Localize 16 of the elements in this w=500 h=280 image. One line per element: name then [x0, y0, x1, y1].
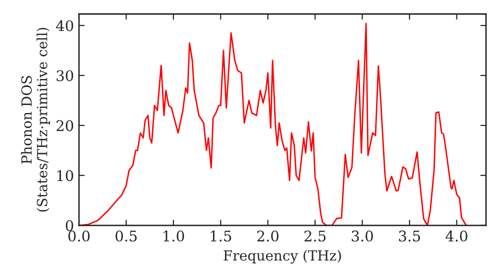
x-tick-label: 1.5: [210, 230, 232, 242]
x-tick-label: 4.0: [446, 230, 468, 242]
x-tick-label: 0.5: [116, 230, 137, 242]
y-tick-label: 0: [66, 220, 74, 232]
x-tick-label: 3.5: [399, 230, 420, 242]
x-tick-label: 3.0: [352, 230, 373, 242]
y-tick-label: 10: [57, 170, 74, 182]
y-axis-title: Phonon DOS (States/THz·primitive cell): [21, 28, 50, 212]
y-tick-label: 40: [56, 20, 74, 32]
x-tick-label: 2.5: [304, 230, 326, 242]
x-tick-label: 0.0: [68, 230, 90, 242]
x-axis-title: Frequency (THz): [224, 250, 341, 264]
y-tick-label: 30: [56, 70, 74, 82]
y-tick-label: 20: [56, 120, 74, 132]
x-tick-label: 2.0: [257, 230, 278, 242]
x-tick-label: 1.0: [164, 230, 184, 242]
